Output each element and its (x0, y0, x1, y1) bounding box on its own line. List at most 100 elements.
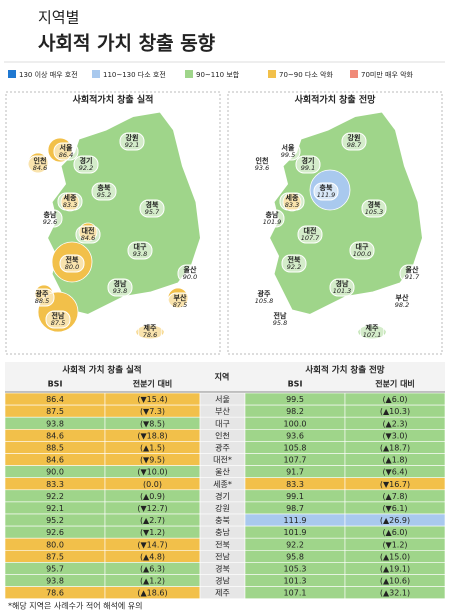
region-value: 93.6 (255, 164, 269, 172)
region-badge (119, 132, 145, 151)
cell-text: (▲15.0) (380, 552, 410, 561)
cell-text: (▼16.7) (380, 480, 410, 489)
cell-text: 울산 (215, 467, 230, 477)
group-header: 지역 (215, 372, 230, 382)
cell-text: 83.3 (286, 480, 304, 489)
cell-text: 충북 (215, 516, 230, 525)
cell-text: (▲18.7) (380, 443, 410, 452)
region-name: 제주 (366, 323, 379, 332)
cell-text: 93.8 (46, 577, 64, 586)
region-badge (281, 254, 307, 273)
region-name: 울산 (184, 265, 197, 274)
region-name: 부산 (174, 293, 187, 302)
cell-text: 92.6 (46, 528, 64, 537)
cell-text: (▼12.7) (137, 504, 167, 513)
region-badge (167, 292, 193, 311)
region-name: 울산 (406, 265, 419, 274)
cell-text: 충남 (215, 528, 230, 537)
region-name: 충남 (44, 210, 57, 219)
legend-swatch (185, 70, 193, 78)
region-value: 92.2 (287, 263, 301, 271)
region-name: 세종 (64, 193, 77, 202)
legend-label: 90~110 보합 (196, 70, 240, 79)
region-name: 광주 (258, 289, 271, 298)
region-name: 충북 (320, 183, 333, 192)
region-name: 인천 (256, 156, 269, 165)
cell-text: 대전* (213, 455, 232, 465)
sub-header: BSI (48, 380, 63, 389)
region-badge (59, 254, 85, 273)
region-name: 경남 (114, 279, 127, 288)
cell-text: 91.7 (286, 468, 304, 477)
region-name: 부산 (396, 293, 409, 302)
region-value: 84.6 (33, 164, 47, 172)
cell-text: 전남 (215, 551, 230, 561)
cell-text: 80.0 (46, 540, 64, 549)
region-name: 대전 (304, 226, 317, 235)
cell-text: (▼10.0) (137, 468, 167, 477)
cell-text: (▼1.2) (140, 528, 165, 537)
title: 사회적 가치 창출 동향 (38, 33, 216, 55)
region-badge (251, 288, 277, 307)
region-value: 78.6 (143, 331, 157, 339)
cell-text: (▼7.3) (140, 407, 165, 416)
cell-text: 107.7 (284, 456, 307, 465)
cell-text: (▲6.0) (382, 528, 407, 537)
region-name: 충북 (98, 183, 111, 192)
cell-text: 92.1 (46, 504, 64, 513)
region-badge (297, 225, 323, 244)
cell-text: (▲1.2) (140, 577, 165, 586)
cell-text: 87.5 (46, 407, 64, 416)
region-value: 87.5 (51, 319, 65, 327)
cell-text: 광주 (215, 442, 230, 452)
region-badge (137, 322, 163, 341)
region-badge (279, 192, 305, 211)
cell-text: 경기 (215, 491, 230, 501)
cell-text: (▼9.5) (140, 456, 165, 465)
region-name: 서울 (282, 143, 295, 152)
region-value: 88.5 (35, 297, 49, 305)
legend-swatch (268, 70, 276, 78)
region-name: 강원 (348, 133, 361, 142)
region-badge (139, 199, 165, 218)
region-badge (275, 142, 301, 161)
map-panel (227, 91, 443, 355)
cell-text: (▼15.4) (137, 395, 167, 404)
legend-label: 110~130 다소 호전 (103, 70, 166, 79)
cell-text: 105.3 (284, 564, 307, 573)
cell-text: 84.6 (46, 431, 64, 440)
cell-text: 90.0 (46, 468, 64, 477)
region-value: 95.8 (273, 319, 287, 327)
legend-swatch (8, 70, 16, 78)
region-value: 105.8 (255, 297, 274, 305)
cell-text: (▲2.3) (382, 419, 407, 428)
cell-text: 99.5 (286, 395, 304, 404)
region-badge (249, 155, 275, 174)
region-badge (295, 155, 321, 174)
cell-text: 93.8 (46, 419, 64, 428)
group-header: 사회적 가치 창출 전망 (305, 365, 384, 376)
cell-text: 99.1 (286, 492, 304, 501)
region-value: 98.2 (395, 301, 409, 309)
region-name: 경기 (302, 156, 315, 165)
region-value: 80.0 (65, 263, 79, 271)
region-value: 84.6 (81, 234, 95, 242)
region-badge (313, 182, 339, 201)
cell-text: 98.7 (286, 504, 304, 513)
legend-label: 130 이상 매우 호전 (19, 70, 78, 79)
region-name: 전남 (274, 311, 287, 320)
map-panel (5, 91, 221, 355)
region-name: 충남 (266, 210, 279, 219)
region-badge (53, 142, 79, 161)
sub-header: 전분기 대비 (133, 379, 173, 389)
region-badge (359, 322, 385, 341)
cell-text: (▲18.6) (137, 589, 167, 598)
cell-text: 전북 (215, 539, 230, 549)
region-value: 98.7 (347, 141, 362, 149)
region-badge (259, 209, 285, 228)
cell-text: (▼18.8) (137, 431, 167, 440)
cell-text: 95.8 (286, 552, 304, 561)
cell-text: (▼3.0) (382, 431, 407, 440)
cell-text: 86.4 (46, 395, 64, 404)
cell-text: (▲7.8) (382, 492, 407, 501)
